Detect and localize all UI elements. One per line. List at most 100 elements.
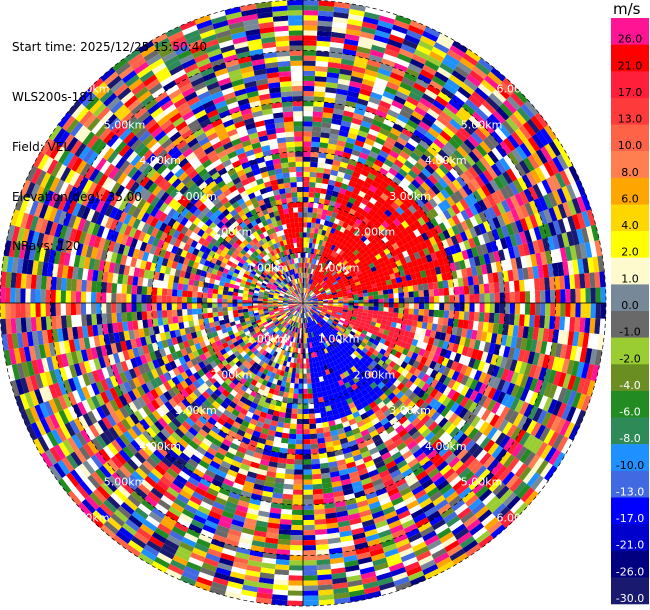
velocity-gate <box>417 216 426 226</box>
velocity-gate <box>411 278 418 286</box>
velocity-gate <box>274 574 289 581</box>
velocity-gate <box>521 174 533 189</box>
velocity-gate <box>198 459 210 470</box>
velocity-gate <box>281 498 293 505</box>
velocity-gate <box>430 217 439 228</box>
velocity-gate <box>343 345 350 352</box>
velocity-gate <box>481 513 496 527</box>
velocity-gate <box>554 248 563 263</box>
velocity-gate <box>501 368 510 381</box>
velocity-gate <box>459 294 465 303</box>
velocity-gate <box>336 459 347 466</box>
velocity-gate <box>303 303 308 306</box>
velocity-gate <box>424 164 436 175</box>
velocity-gate <box>407 314 414 321</box>
velocity-gate <box>435 499 449 511</box>
velocity-gate <box>390 278 397 285</box>
velocity-gate <box>278 411 286 418</box>
velocity-gate <box>473 370 483 382</box>
velocity-gate <box>333 6 350 14</box>
velocity-gate <box>440 406 451 418</box>
velocity-gate <box>331 330 337 336</box>
velocity-gate <box>527 326 534 340</box>
velocity-gate <box>363 585 381 595</box>
velocity-gate <box>182 485 195 496</box>
velocity-gate <box>237 468 249 476</box>
velocity-gate <box>445 156 457 168</box>
velocity-gate <box>429 227 438 237</box>
velocity-gate <box>334 181 342 188</box>
velocity-gate <box>410 192 420 202</box>
velocity-gate <box>356 353 363 361</box>
velocity-gate <box>316 317 321 322</box>
velocity-gate <box>348 379 356 387</box>
velocity-gate <box>309 279 312 285</box>
velocity-gate <box>338 336 345 343</box>
velocity-gate <box>471 348 479 360</box>
velocity-gate <box>303 509 315 516</box>
velocity-gate <box>317 442 326 449</box>
velocity-gate <box>508 313 515 326</box>
velocity-gate <box>331 572 347 580</box>
velocity-gate <box>321 256 326 263</box>
velocity-gate <box>316 284 321 289</box>
velocity-gate <box>301 308 303 313</box>
velocity-gate <box>316 271 321 277</box>
velocity-gate <box>460 157 472 170</box>
velocity-gate <box>367 370 375 379</box>
velocity-gate <box>462 53 479 66</box>
velocity-gate <box>313 319 317 325</box>
velocity-gate <box>325 215 332 222</box>
velocity-gate <box>282 339 287 345</box>
velocity-gate <box>537 327 545 341</box>
velocity-gate <box>397 86 411 96</box>
velocity-gate <box>466 181 477 193</box>
velocity-gate <box>570 288 576 303</box>
velocity-gate <box>561 404 572 421</box>
velocity-gate <box>366 464 377 473</box>
velocity-gate <box>282 360 288 367</box>
velocity-gate <box>408 267 416 275</box>
velocity-gate <box>403 199 412 209</box>
velocity-gate <box>226 533 241 542</box>
velocity-gate <box>367 272 374 278</box>
velocity-gate <box>340 120 352 128</box>
velocity-gate <box>313 397 319 404</box>
velocity-gate <box>478 312 485 322</box>
velocity-gate <box>292 326 296 332</box>
velocity-gate <box>368 337 375 344</box>
velocity-gate <box>353 399 362 407</box>
velocity-gate <box>234 433 244 442</box>
velocity-gate <box>343 370 350 378</box>
velocity-gate <box>462 410 473 422</box>
velocity-gate <box>385 460 397 470</box>
velocity-gate <box>328 378 334 385</box>
velocity-gate <box>294 321 297 327</box>
velocity-gate <box>303 303 307 308</box>
velocity-gate <box>307 300 313 302</box>
velocity-gate <box>323 348 329 354</box>
velocity-gate <box>510 336 518 349</box>
velocity-gate <box>303 368 307 374</box>
velocity-gate <box>524 303 531 315</box>
velocity-gate <box>388 404 398 413</box>
velocity-gate <box>339 226 346 233</box>
velocity-gate <box>395 185 405 195</box>
velocity-gate <box>581 194 592 211</box>
velocity-gate <box>378 447 389 456</box>
velocity-gate <box>323 276 328 282</box>
velocity-gate <box>586 380 596 397</box>
velocity-gate <box>467 458 480 471</box>
velocity-gate <box>350 338 357 345</box>
velocity-gate <box>314 243 319 250</box>
velocity-gate <box>475 433 487 446</box>
velocity-gate <box>419 401 429 412</box>
velocity-gate <box>554 316 561 330</box>
velocity-gate <box>313 197 320 204</box>
velocity-gate <box>415 517 430 528</box>
velocity-gate <box>395 57 410 68</box>
velocity-gate <box>338 303 344 306</box>
velocity-gate <box>429 303 435 310</box>
velocity-gate <box>468 237 476 249</box>
velocity-gate <box>351 328 357 334</box>
